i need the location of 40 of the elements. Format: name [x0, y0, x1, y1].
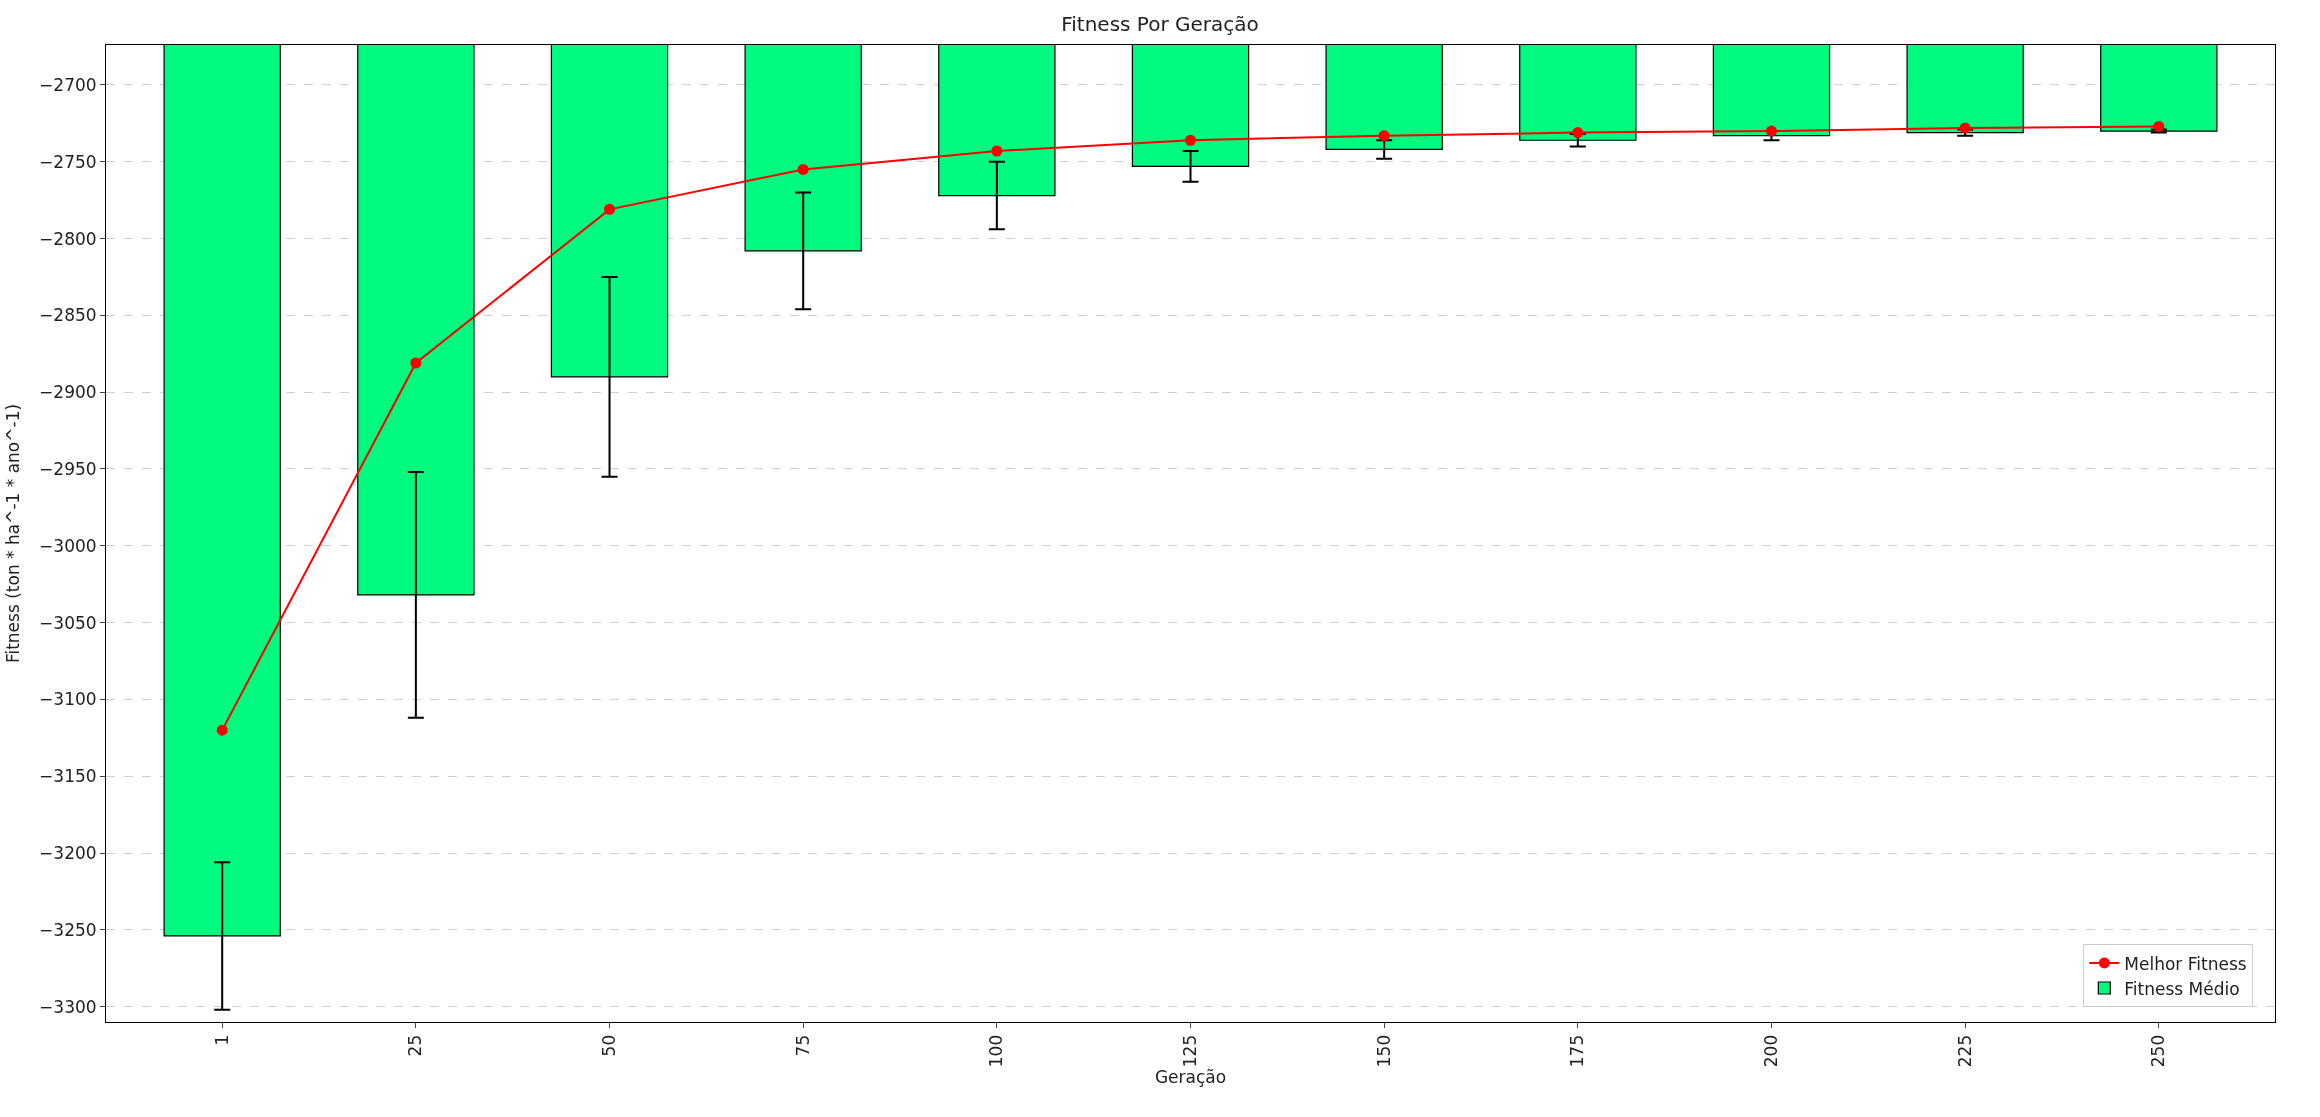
y-tick-label: −2950 [39, 458, 97, 479]
point [1959, 122, 1971, 134]
x-tick-label: 175 [1567, 1034, 1588, 1068]
x-tick-label: 225 [1954, 1034, 1975, 1068]
y-tick-label: −2700 [39, 74, 97, 95]
y-tick-label: −2800 [39, 228, 97, 249]
chart-title: Fitness Por Geração [1061, 11, 1259, 36]
point [2153, 120, 2165, 132]
x-tick-label: 250 [2148, 1034, 2169, 1068]
x-tick-label: 200 [1761, 1034, 1782, 1068]
y-tick-label: −3050 [39, 612, 97, 633]
x-axis-title: Geração [1154, 1067, 1227, 1088]
x-tick-label: 125 [1180, 1034, 1201, 1068]
y-tick-label: −2900 [39, 382, 97, 403]
x-tick-label: 50 [599, 1034, 620, 1057]
y-tick-label: −3100 [39, 689, 97, 710]
legend-label: Fitness Médio [2124, 978, 2240, 999]
y-tick-label: −3000 [39, 535, 97, 556]
x-tick-label: 1 [211, 1034, 232, 1046]
x-tick-label: 100 [986, 1034, 1007, 1068]
point [991, 145, 1003, 157]
legend-label: Melhor Fitness [2124, 953, 2247, 974]
point [604, 203, 616, 215]
point [797, 163, 809, 175]
y-tick-label: −3300 [39, 996, 97, 1017]
y-tick-label: −3150 [39, 766, 97, 787]
y-tick-label: −3200 [39, 842, 97, 863]
point [1572, 127, 1584, 139]
point [1765, 125, 1777, 137]
x-tick-label: 25 [405, 1034, 426, 1057]
y-tick-label: −2850 [39, 305, 97, 326]
x-tick-label: 150 [1373, 1034, 1394, 1068]
point [1185, 134, 1196, 146]
point [410, 357, 422, 369]
x-tick-label: 75 [792, 1034, 813, 1057]
point [216, 724, 228, 736]
y-tick-label: −2750 [39, 151, 97, 172]
y-axis-title: Fitness (ton * ha^-1 * ano^-1) [2, 403, 23, 664]
point [1378, 130, 1390, 142]
y-tick-label: −3250 [39, 919, 97, 940]
